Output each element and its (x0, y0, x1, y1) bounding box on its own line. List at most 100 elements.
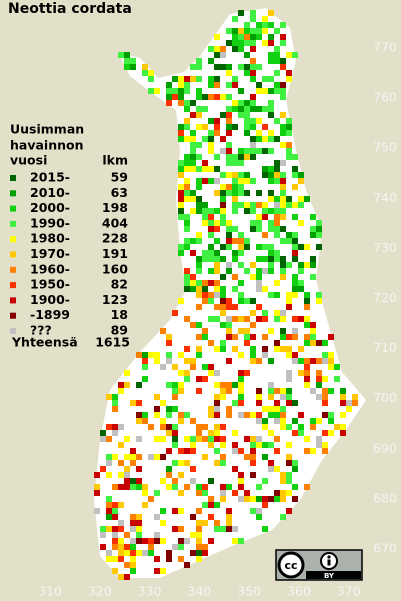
cell (232, 382, 238, 388)
cell (292, 358, 298, 364)
cell (274, 466, 280, 472)
cell (250, 352, 256, 358)
cell (214, 412, 220, 418)
cell (244, 148, 250, 154)
cell (208, 232, 214, 238)
cell (112, 568, 118, 574)
cell (250, 208, 256, 214)
cell (292, 430, 298, 436)
cell (250, 142, 256, 148)
cell (142, 376, 148, 382)
cell (184, 100, 190, 106)
cell (274, 400, 280, 406)
cell (160, 424, 166, 430)
cell (106, 514, 112, 520)
cell (232, 82, 238, 88)
cell (202, 124, 208, 130)
cell (274, 82, 280, 88)
cell (268, 262, 274, 268)
cell (298, 316, 304, 322)
cell (262, 310, 268, 316)
cell (286, 148, 292, 154)
cell (274, 280, 280, 286)
cell (274, 406, 280, 412)
cell (280, 172, 286, 178)
cell (250, 454, 256, 460)
cell (256, 436, 262, 442)
cell (334, 424, 340, 430)
cell (220, 172, 226, 178)
cell (274, 166, 280, 172)
by-body (327, 559, 331, 566)
cell (196, 232, 202, 238)
cell (220, 340, 226, 346)
cell (184, 190, 190, 196)
cell (244, 178, 250, 184)
cell (202, 214, 208, 220)
cell (226, 190, 232, 196)
cell (166, 556, 172, 562)
cell (238, 400, 244, 406)
cell (124, 532, 130, 538)
cell (250, 262, 256, 268)
cell (256, 118, 262, 124)
cell (226, 358, 232, 364)
cell (238, 448, 244, 454)
legend-header: Uusimman (10, 122, 84, 137)
cell (220, 388, 226, 394)
cell (136, 352, 142, 358)
cell (190, 64, 196, 70)
cell (232, 196, 238, 202)
cell (316, 340, 322, 346)
cell (238, 178, 244, 184)
cell (268, 496, 274, 502)
cell (268, 112, 274, 118)
cell (334, 376, 340, 382)
cell (304, 244, 310, 250)
cell (196, 346, 202, 352)
cell (262, 136, 268, 142)
cell (268, 292, 274, 298)
cell (274, 388, 280, 394)
cell (262, 496, 268, 502)
cell (112, 484, 118, 490)
cell (226, 70, 232, 76)
cell (274, 208, 280, 214)
cell (244, 496, 250, 502)
cell (274, 46, 280, 52)
cell (250, 28, 256, 34)
cell (286, 130, 292, 136)
cell (250, 226, 256, 232)
cell (292, 466, 298, 472)
cell (220, 136, 226, 142)
cell (142, 550, 148, 556)
legend-label: 1990- (30, 215, 70, 230)
cell (184, 220, 190, 226)
cell (208, 298, 214, 304)
cell (238, 100, 244, 106)
cell (202, 220, 208, 226)
cell (178, 160, 184, 166)
cell (244, 106, 250, 112)
cell (220, 46, 226, 52)
cell (256, 256, 262, 262)
cell (304, 262, 310, 268)
cell (280, 478, 286, 484)
cell (232, 538, 238, 544)
cell (238, 382, 244, 388)
cell (244, 52, 250, 58)
cell (298, 172, 304, 178)
legend-swatch (10, 220, 16, 227)
cell (256, 82, 262, 88)
cell (130, 454, 136, 460)
cell (220, 394, 226, 400)
cell (292, 280, 298, 286)
cell (268, 220, 274, 226)
cell (250, 100, 256, 106)
cell (280, 226, 286, 232)
cell (316, 292, 322, 298)
cell (256, 418, 262, 424)
cell (250, 10, 256, 16)
cell (214, 460, 220, 466)
